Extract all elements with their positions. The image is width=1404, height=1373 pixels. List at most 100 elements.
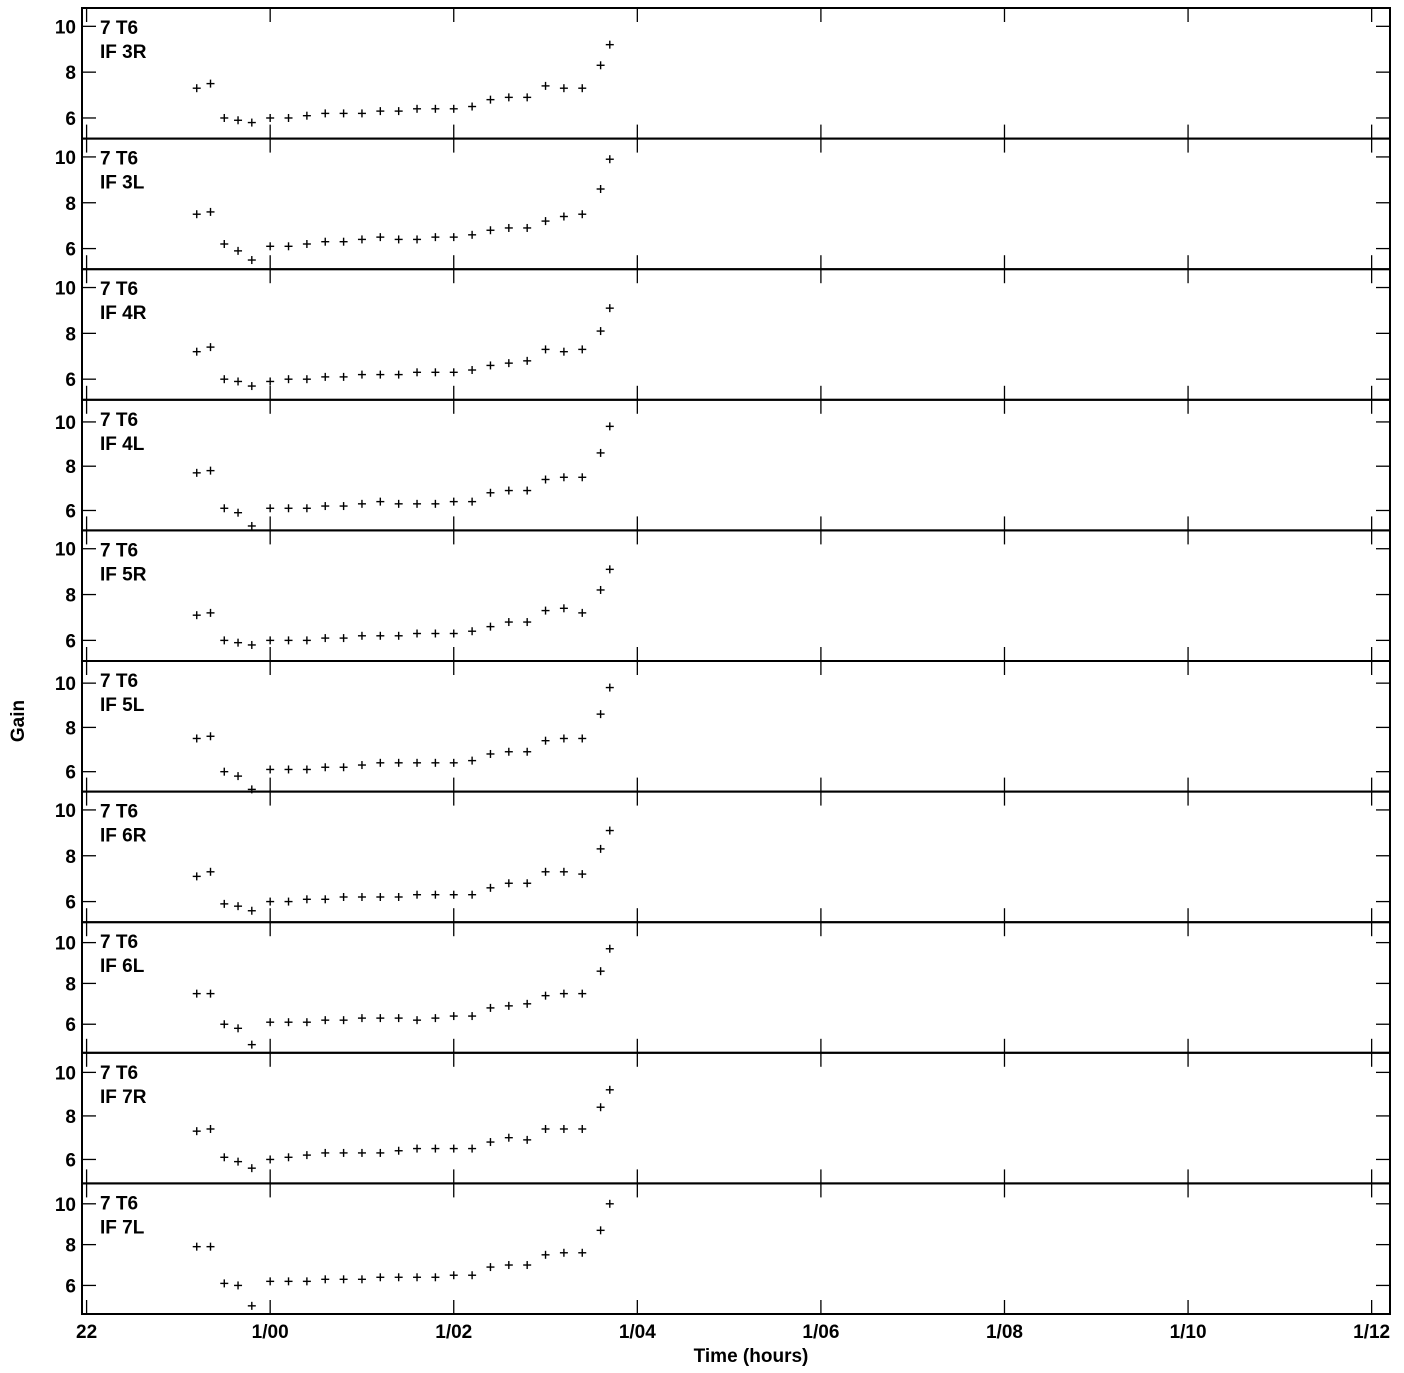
data-point bbox=[376, 233, 385, 242]
data-point bbox=[357, 1275, 366, 1284]
data-point bbox=[523, 618, 532, 627]
panel-label-if: IF 4R bbox=[100, 303, 147, 324]
data-point bbox=[578, 210, 587, 219]
data-point bbox=[376, 892, 385, 901]
panel-label-antenna: 7 T6 bbox=[100, 802, 138, 823]
data-point bbox=[192, 210, 201, 219]
data-point bbox=[339, 109, 348, 118]
data-point bbox=[413, 758, 422, 767]
data-point bbox=[431, 890, 440, 899]
data-point bbox=[486, 1003, 495, 1012]
data-point bbox=[596, 585, 605, 594]
data-point bbox=[596, 327, 605, 336]
data-point bbox=[559, 867, 568, 876]
panel-7: 6 8 10 7 T6 IF 6L bbox=[55, 921, 1391, 1054]
data-point bbox=[504, 618, 513, 627]
data-point bbox=[431, 1273, 440, 1282]
panel-frame bbox=[81, 398, 1391, 532]
data-point bbox=[504, 879, 513, 888]
data-point bbox=[596, 61, 605, 70]
data-point bbox=[431, 1014, 440, 1023]
data-point bbox=[302, 375, 311, 384]
x-tick-label: 1/06 bbox=[802, 1322, 839, 1343]
data-point bbox=[559, 347, 568, 356]
data-point bbox=[284, 1277, 293, 1286]
data-point bbox=[321, 372, 330, 381]
data-point bbox=[220, 636, 229, 645]
data-point bbox=[431, 758, 440, 767]
data-point bbox=[486, 749, 495, 758]
data-point bbox=[559, 84, 568, 93]
data-point bbox=[266, 1155, 275, 1164]
y-tick-label: 10 bbox=[55, 148, 76, 169]
data-point bbox=[321, 237, 330, 246]
data-point bbox=[376, 758, 385, 767]
x-tick-label: 1/02 bbox=[435, 1322, 472, 1343]
y-tick-label: 10 bbox=[55, 674, 76, 695]
y-tick-label: 8 bbox=[65, 324, 76, 345]
data-point bbox=[523, 356, 532, 365]
data-point bbox=[234, 1024, 243, 1033]
data-point bbox=[266, 1018, 275, 1027]
y-tick-label: 8 bbox=[65, 586, 76, 607]
data-point bbox=[339, 892, 348, 901]
data-point bbox=[206, 989, 215, 998]
data-point bbox=[247, 906, 256, 915]
data-point bbox=[192, 611, 201, 620]
data-point bbox=[266, 636, 275, 645]
panel-label-if: IF 5L bbox=[100, 695, 145, 716]
data-point bbox=[468, 627, 477, 636]
panel-label-if: IF 4L bbox=[100, 434, 145, 455]
data-point bbox=[541, 475, 550, 484]
data-point bbox=[541, 736, 550, 745]
data-point bbox=[302, 1277, 311, 1286]
data-point bbox=[541, 606, 550, 615]
data-point bbox=[247, 382, 256, 391]
x-tick-label: 1/00 bbox=[252, 1322, 289, 1343]
panel-label-if: IF 5R bbox=[100, 564, 147, 585]
x-tick-label: 1/04 bbox=[619, 1322, 656, 1343]
data-point bbox=[339, 763, 348, 772]
data-point bbox=[321, 502, 330, 511]
data-point bbox=[192, 1242, 201, 1251]
data-point bbox=[504, 747, 513, 756]
panel-label-antenna: 7 T6 bbox=[100, 932, 138, 953]
data-point bbox=[605, 1199, 614, 1208]
data-point bbox=[523, 486, 532, 495]
data-point bbox=[266, 242, 275, 251]
data-point bbox=[486, 883, 495, 892]
y-tick-label: 10 bbox=[55, 279, 76, 300]
data-point bbox=[206, 608, 215, 617]
y-tick-label: 6 bbox=[65, 501, 76, 522]
data-point bbox=[486, 226, 495, 235]
x-tick-label: 1/10 bbox=[1170, 1322, 1207, 1343]
data-point bbox=[376, 631, 385, 640]
data-point bbox=[339, 1016, 348, 1025]
panel-frame bbox=[81, 137, 1391, 271]
data-point bbox=[559, 1248, 568, 1257]
y-tick-label: 6 bbox=[65, 631, 76, 652]
data-point bbox=[321, 634, 330, 643]
data-point bbox=[394, 370, 403, 379]
data-point bbox=[339, 237, 348, 246]
data-point bbox=[605, 304, 614, 313]
y-axis-label: Gain bbox=[8, 700, 29, 742]
panel-label-antenna: 7 T6 bbox=[100, 18, 138, 39]
data-point bbox=[605, 155, 614, 164]
data-point bbox=[266, 765, 275, 774]
y-tick-label: 6 bbox=[65, 370, 76, 391]
data-point bbox=[394, 631, 403, 640]
data-point bbox=[413, 1144, 422, 1153]
data-point bbox=[266, 504, 275, 513]
data-point bbox=[357, 499, 366, 508]
data-point bbox=[504, 1261, 513, 1270]
data-point bbox=[302, 111, 311, 120]
y-tick-label: 10 bbox=[55, 540, 76, 561]
data-point bbox=[605, 565, 614, 574]
x-tick-labels: 22 1/00 1/02 1/04 1/06 1/08 1/10 1/12 bbox=[76, 1322, 1390, 1343]
data-point bbox=[468, 1144, 477, 1153]
panel-frame bbox=[81, 921, 1391, 1054]
data-point bbox=[559, 212, 568, 221]
data-point bbox=[523, 999, 532, 1008]
